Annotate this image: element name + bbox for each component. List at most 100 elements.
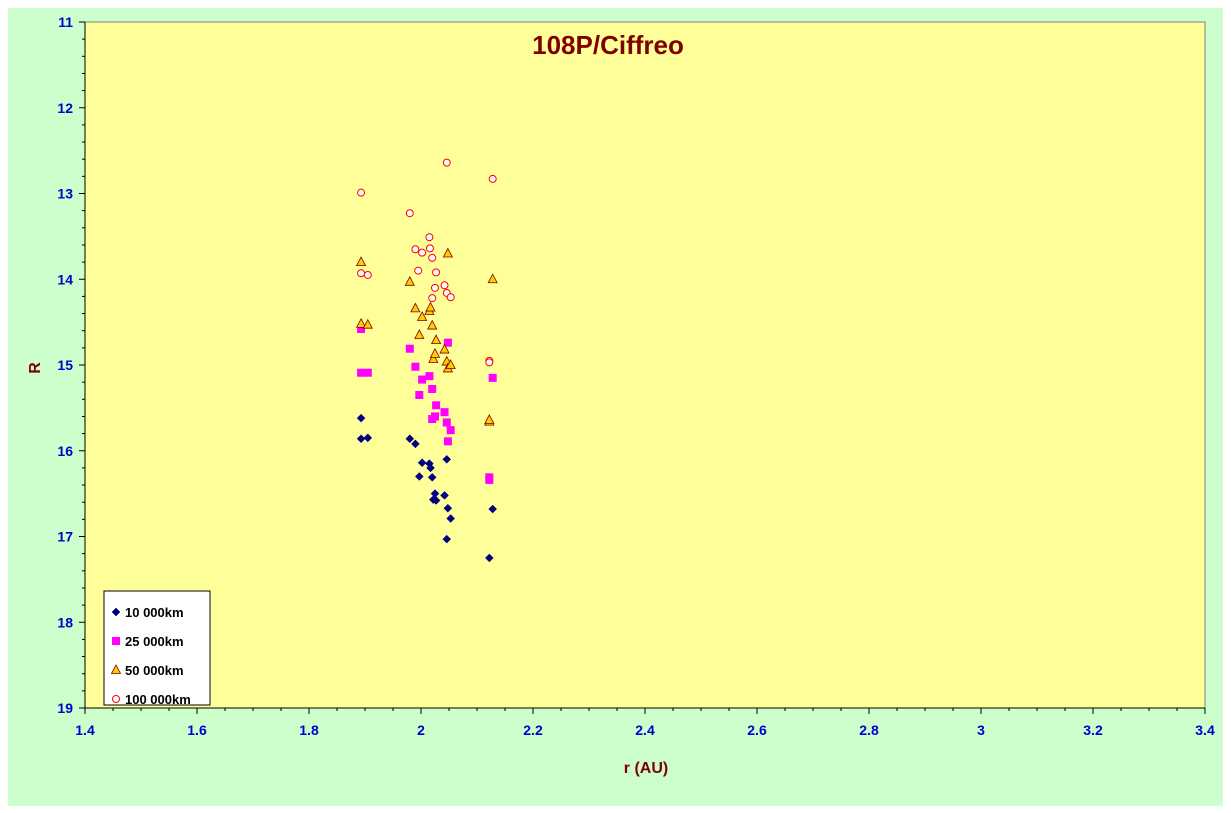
x-tick-label: 1.4 (75, 722, 95, 738)
legend-marker-triangle (110, 664, 122, 674)
data-point-diamond (426, 463, 435, 473)
data-point-circle (446, 293, 455, 302)
data-point-circle (357, 188, 366, 197)
series-square (357, 324, 497, 484)
data-point-circle (425, 233, 434, 242)
data-point-square (488, 373, 497, 382)
series-triangle (355, 247, 498, 426)
data-point-triangle (414, 329, 425, 339)
y-tick-label: 13 (57, 186, 73, 202)
y-tick-label: 15 (57, 357, 73, 373)
legend-marker-diamond (111, 607, 121, 617)
data-points (355, 158, 498, 563)
x-tick-label: 2.2 (523, 722, 543, 738)
data-point-triangle (416, 311, 428, 321)
legend-label: 50 000km (125, 663, 184, 678)
data-point-triangle (442, 247, 454, 258)
data-point-diamond (442, 454, 452, 464)
plot-area (84, 21, 1206, 709)
data-point-square (357, 368, 366, 377)
y-tick-label: 17 (57, 529, 73, 545)
data-point-diamond (427, 472, 437, 482)
data-point-triangle (404, 275, 415, 286)
data-point-triangle (362, 318, 373, 329)
data-point-circle (405, 209, 414, 218)
data-point-square (411, 362, 420, 371)
data-point-square (415, 391, 424, 400)
data-point-diamond (440, 490, 449, 500)
data-point-circle (485, 358, 494, 367)
data-point-circle (425, 244, 434, 253)
data-point-circle (418, 248, 427, 257)
y-tick-label: 16 (57, 443, 73, 459)
data-point-square (443, 437, 452, 446)
data-point-diamond (356, 434, 366, 444)
data-point-circle (432, 268, 441, 277)
y-tick-label: 12 (57, 100, 73, 116)
data-point-square (442, 418, 451, 427)
data-point-triangle (429, 347, 441, 358)
data-point-square (363, 368, 372, 377)
data-point-square (431, 412, 439, 421)
data-point-circle (488, 174, 497, 183)
data-point-circle (414, 266, 423, 275)
data-point-square (485, 473, 494, 482)
data-point-triangle (355, 256, 367, 267)
x-tick-label: 2 (417, 722, 425, 738)
legend-marker-square (112, 637, 120, 645)
series-circle (357, 158, 497, 367)
data-point-triangle (410, 302, 421, 313)
x-tick-label: 1.6 (187, 722, 207, 738)
data-point-triangle (430, 334, 442, 345)
data-point-triangle (425, 301, 436, 312)
data-point-triangle (445, 359, 456, 369)
data-point-diamond (417, 458, 427, 468)
data-point-square (428, 385, 437, 394)
legend-label: 100 000km (125, 692, 191, 707)
data-point-triangle (355, 317, 367, 328)
data-point-circle (440, 281, 449, 290)
data-point-square (443, 338, 452, 347)
data-point-circle (442, 158, 451, 167)
x-tick-label: 2.4 (635, 722, 655, 738)
legend-label: 10 000km (125, 605, 184, 620)
data-point-square (432, 401, 441, 410)
data-point-diamond (442, 534, 452, 544)
data-point-circle (411, 245, 420, 254)
legend-box (103, 590, 211, 706)
data-point-triangle (484, 414, 495, 424)
data-point-diamond (443, 503, 453, 513)
y-tick-label: 14 (57, 271, 73, 287)
x-tick-label: 3.4 (1195, 722, 1215, 738)
x-tick-label: 2.6 (747, 722, 767, 738)
data-point-triangle (428, 353, 439, 363)
data-point-diamond (484, 553, 494, 563)
y-tick-label: 19 (57, 700, 73, 716)
data-point-diamond (446, 514, 456, 523)
data-point-square (425, 372, 434, 381)
data-point-circle (431, 283, 439, 292)
data-point-square (446, 426, 455, 435)
scatter-chart: 108P/Ciffreo r (AU) R 1.4 1.6 1.8 2 2.2 2.4 2.… (27, 14, 1215, 777)
data-point-diamond (414, 472, 424, 481)
data-point-diamond (411, 439, 420, 449)
data-point-diamond (488, 504, 498, 514)
y-tick-label: 11 (58, 14, 73, 30)
data-point-diamond (405, 434, 415, 444)
chart-area: 108P/Ciffreo r (AU) R 1.4 1.6 1.8 2 2.2 2.4 2.… (8, 8, 1223, 806)
data-point-diamond (431, 496, 441, 505)
data-point-circle (428, 253, 437, 262)
axes: 1.4 1.6 1.8 2 2.2 2.4 2.6 2.8 3 3.2 3.4 11 12 13 14 15 1… (57, 14, 1215, 738)
x-tick-label: 3 (977, 722, 985, 738)
data-point-triangle (487, 273, 498, 284)
data-point-diamond (363, 433, 373, 443)
legend-label: 25 000km (125, 634, 184, 649)
data-point-square (418, 375, 427, 384)
x-axis-title: r (AU) (624, 760, 668, 777)
x-tick-label: 1.8 (299, 722, 319, 738)
data-point-circle (363, 270, 372, 279)
chart-title: 108P/Ciffreo (532, 30, 684, 60)
x-tick-label: 3.2 (1083, 722, 1103, 738)
data-point-triangle (439, 343, 450, 354)
y-tick-label: 18 (57, 614, 73, 630)
